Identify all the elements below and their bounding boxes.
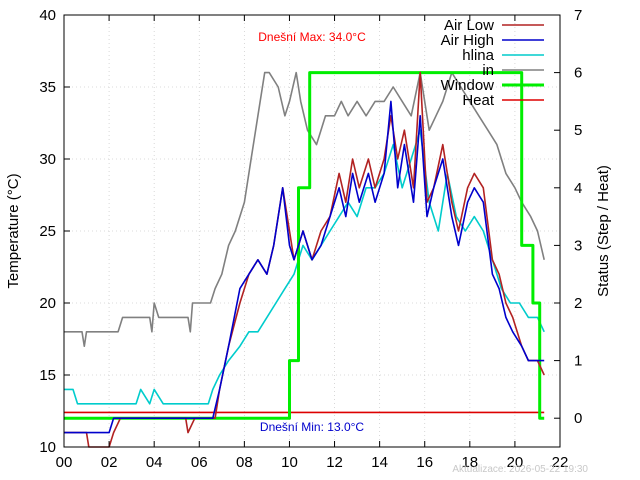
updated-timestamp: Aktualizace: 2026-05-22 19:30 [452, 464, 588, 475]
series-line-window [64, 71, 545, 420]
legend-label-in: in [482, 62, 494, 79]
min-temperature-label: Dnešní Min: 13.0°C [260, 420, 365, 434]
max-temperature-label: Dnešní Max: 34.0°C [258, 30, 366, 44]
series-line-hlina [64, 129, 545, 405]
legend-label-air-high: Air High [441, 32, 494, 49]
y2-tick-label: 6 [574, 65, 582, 82]
legend-label-hlina: hlina [462, 47, 494, 64]
x-tick-label: 06 [191, 454, 208, 471]
x-tick-label: 08 [236, 454, 253, 471]
x-tick-label: 02 [101, 454, 118, 471]
y2-tick-label: 7 [574, 7, 582, 24]
x-tick-label: 14 [371, 454, 388, 471]
x-tick-label: 10 [281, 454, 298, 471]
x-tick-label: 20 [507, 454, 524, 471]
y-tick-label: 25 [39, 223, 56, 240]
y2-tick-label: 1 [574, 353, 582, 370]
x-tick-label: 12 [326, 454, 343, 471]
y-axis-title: Temperature (°C) [5, 173, 22, 288]
legend-label-air-low: Air Low [444, 17, 494, 34]
legend-label-heat: Heat [462, 92, 495, 109]
legend-label-window: Window [441, 77, 495, 94]
y-tick-label: 35 [39, 79, 56, 96]
y-tick-label: 10 [39, 439, 56, 456]
y2-tick-label: 2 [574, 295, 582, 312]
series-line-air-low [64, 71, 545, 448]
y2-tick-label: 4 [574, 180, 582, 197]
y-tick-label: 30 [39, 151, 56, 168]
x-tick-label: 16 [416, 454, 433, 471]
y-tick-label: 20 [39, 295, 56, 312]
series-line-in [64, 71, 545, 348]
y2-tick-label: 3 [574, 237, 582, 254]
y-tick-label: 15 [39, 367, 56, 384]
y2-tick-label: 0 [574, 410, 582, 427]
y2-tick-label: 5 [574, 122, 582, 139]
x-tick-label: 18 [461, 454, 478, 471]
x-tick-label: 04 [146, 454, 163, 471]
series-lines [64, 71, 545, 448]
y2-axis-title: Status (Step / Heat) [595, 165, 612, 297]
x-tick-label: 00 [56, 454, 73, 471]
axis-ticks: 00 02 04 06 08 10 12 14 16 18 20 221015202530354001… [39, 7, 582, 471]
x-tick-label: 22 [552, 454, 569, 471]
y-tick-label: 40 [39, 7, 56, 24]
series-line-air-high [64, 100, 545, 434]
